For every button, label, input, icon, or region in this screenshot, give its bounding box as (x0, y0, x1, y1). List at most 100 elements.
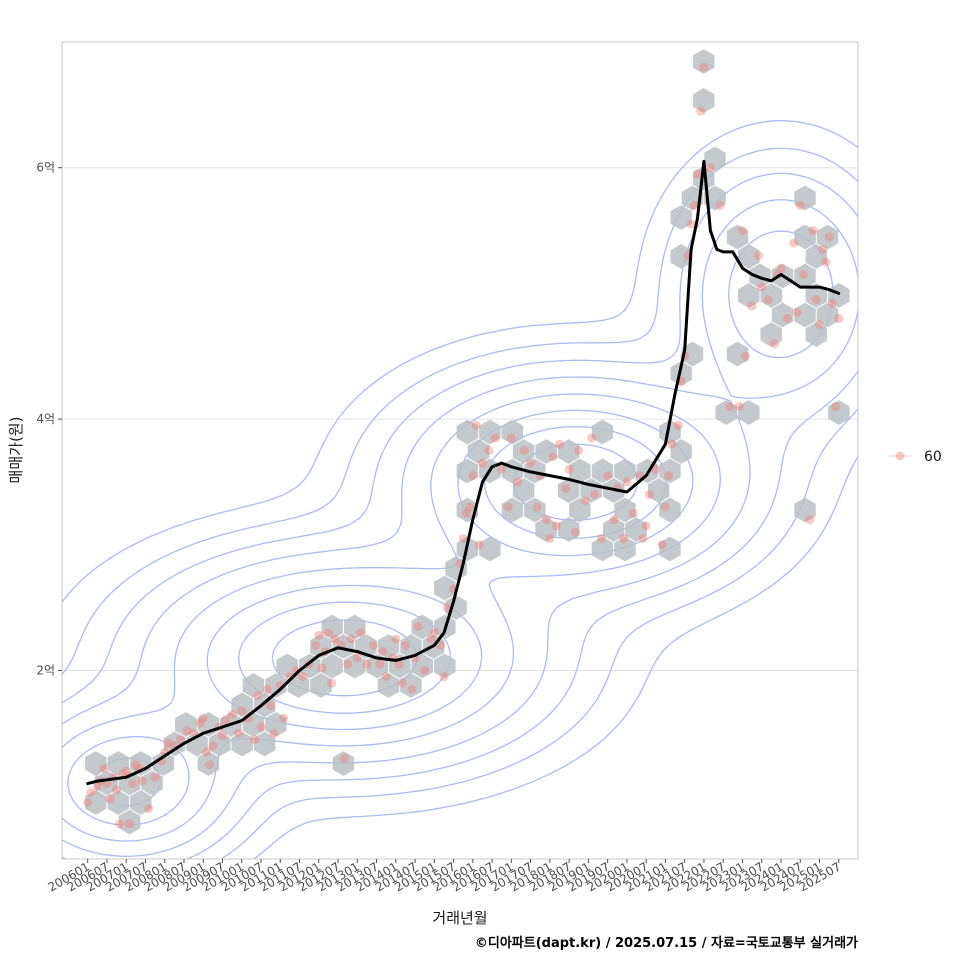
data-point (818, 244, 828, 254)
hexbin-cell (805, 322, 827, 347)
data-point (551, 521, 561, 531)
data-point (83, 797, 93, 807)
data-point (314, 630, 324, 640)
hexbin-cell (749, 263, 771, 289)
data-point (227, 709, 237, 719)
data-point (439, 672, 449, 682)
hexbin-cell (805, 244, 827, 269)
data-point (86, 787, 96, 797)
hexbin-cell (557, 517, 580, 542)
data-point (747, 301, 757, 311)
data-point (356, 628, 365, 638)
data-point (693, 169, 703, 179)
hexbin-cell (434, 575, 456, 601)
hexbin-cell (524, 497, 546, 523)
data-point (477, 458, 487, 468)
hexbin-cell (648, 478, 670, 503)
data-point (253, 691, 263, 701)
hexbin-cell (400, 634, 422, 659)
data-point (526, 458, 536, 468)
hexbin-cell (738, 244, 760, 269)
data-point (776, 263, 786, 273)
hexbin-cell (287, 673, 310, 698)
data-point (831, 402, 841, 412)
hexbin-cell (130, 790, 152, 815)
data-point (770, 339, 780, 349)
data-point (250, 735, 260, 745)
hexbin-cell (332, 751, 355, 776)
data-point (506, 433, 516, 443)
data-point (548, 452, 558, 462)
data-point (217, 731, 227, 741)
hexbin-cell (512, 478, 535, 503)
data-point (564, 464, 574, 474)
hexbin-cell (704, 146, 726, 172)
data-point (105, 794, 115, 804)
data-point (763, 295, 773, 305)
data-point (201, 747, 211, 757)
data-point (468, 471, 478, 481)
hexbin-cell (141, 770, 163, 796)
data-point (317, 663, 327, 673)
hexbin-cell (715, 400, 737, 425)
hexbin-cell (738, 400, 760, 425)
data-point (503, 502, 513, 512)
data-point (92, 781, 102, 791)
y-tick-label: 4억 (36, 412, 55, 426)
hexbin-cell (479, 419, 501, 445)
data-point (571, 527, 581, 537)
hexbin-cell (535, 517, 557, 542)
legend-label: 60 (924, 449, 942, 465)
hexbin-cell (693, 49, 715, 74)
hexbin-cell (614, 497, 636, 523)
data-point (391, 634, 401, 644)
caption: ©디아파트(dapt.kr) / 2025.07.15 / 자료=국토교통부 실… (475, 935, 858, 951)
x-axis-title: 거래년월 (432, 909, 487, 927)
hexbin-cell (760, 283, 782, 308)
hexbin-cell (152, 751, 175, 776)
hexbin-cell (411, 653, 433, 679)
hexbin-cell (805, 283, 827, 308)
data-point (327, 678, 337, 688)
hexbin-cell (557, 439, 580, 464)
data-point (429, 628, 439, 638)
hexbin-cell (816, 224, 839, 250)
data-point (814, 320, 824, 330)
hexbin-cell (265, 673, 287, 698)
data-point (754, 251, 763, 261)
data-point (805, 515, 815, 525)
data-point (603, 471, 613, 481)
data-point (532, 502, 542, 512)
hexbin-cell (794, 263, 816, 289)
y-tick-label: 2억 (36, 663, 55, 677)
hexbin-cell (501, 497, 524, 523)
data-point (407, 684, 417, 694)
data-point (513, 477, 523, 487)
hexbin-cell (197, 751, 220, 776)
data-point (118, 769, 128, 779)
data-point (182, 726, 192, 736)
data-point (420, 665, 430, 675)
data-point (622, 477, 632, 487)
hexbin-cell (321, 653, 343, 679)
hexbin-cell (456, 419, 478, 445)
hexbin-cell (208, 731, 231, 757)
data-point (458, 533, 468, 543)
data-point (278, 713, 288, 723)
data-point (782, 314, 792, 324)
hexbin-cell (107, 751, 129, 776)
data-point (834, 314, 844, 324)
hexbin-cell (693, 166, 715, 191)
hexbin-layer (85, 49, 850, 835)
hexbin-cell (670, 205, 692, 230)
data-point (660, 502, 670, 512)
hexbin-cell (614, 458, 636, 484)
data-point (664, 471, 674, 481)
data-point (619, 533, 629, 543)
hexbin-cell (456, 458, 478, 484)
data-point (792, 307, 802, 317)
data-point (436, 640, 446, 650)
data-point (262, 684, 272, 694)
hexbin-cell (726, 341, 749, 367)
data-point (352, 653, 362, 663)
